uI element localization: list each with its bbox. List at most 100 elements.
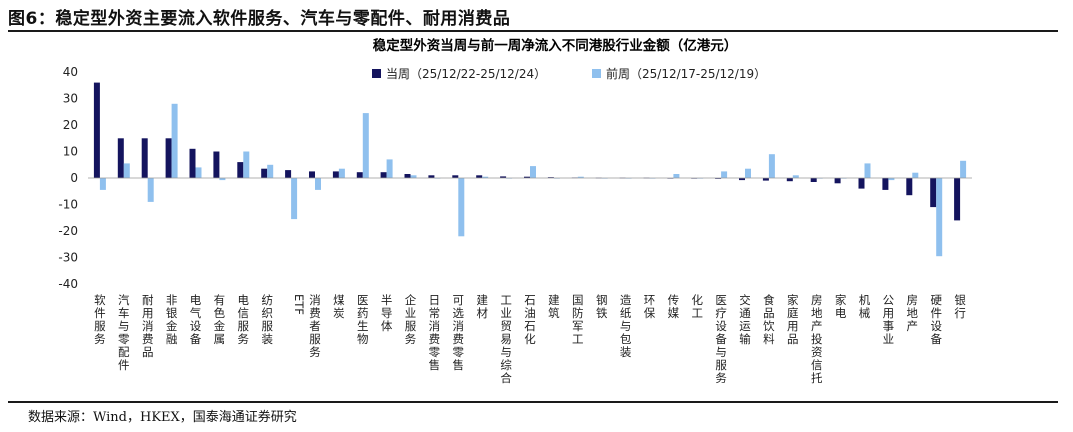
bar-current [332,171,339,178]
bar-current [237,162,244,178]
bar-current [858,178,865,189]
bar-previous [410,175,417,178]
legend-swatch-current [372,69,381,78]
bar-previous [530,166,536,178]
bar-current [476,175,483,178]
bar-current [834,178,841,184]
x-category-label: 化工 [691,293,703,320]
bar-current [882,178,889,190]
bar-current [285,170,292,178]
bar-current [93,82,100,178]
bar-previous [577,176,584,178]
bar-previous [888,178,895,181]
x-category-label: 医疗设备与服务 [715,293,727,385]
x-category-label: 可选消费零售 [453,293,465,372]
bar-current [189,148,196,178]
bar-current [356,172,363,178]
bar-previous [123,163,130,178]
bar-previous [243,151,250,178]
bar-previous [147,178,154,202]
bar-previous [673,174,680,178]
bar-previous [195,167,202,178]
bar-current [500,176,507,178]
y-tick-label: 20 [63,118,78,132]
chart-title: 稳定型外资当周与前一周净流入不同港股行业金额（亿港元） [373,37,738,54]
x-category-label: 消费者服务 [309,293,321,359]
x-category-label: 医药生物 [357,293,369,346]
bar-current [739,178,745,181]
bar-current [786,178,793,182]
x-category-label: 有色金属 [214,293,226,346]
x-category-label: 传媒 [668,293,680,320]
x-category-label: 软件服务 [94,293,106,346]
source-note: 数据来源：Wind，HKEX，国泰海通证券研究 [28,410,297,425]
bar-current [954,178,961,221]
y-tick-label: -10 [58,198,78,212]
y-tick-label: -40 [58,277,78,291]
x-category-label: 电气设备 [190,293,202,346]
bar-current [309,171,315,178]
bar-previous [482,176,489,178]
legend-label-previous: 前周（25/12/17-25/12/19） [606,66,766,81]
bar-previous [745,168,751,178]
bar-previous [936,178,943,257]
bar-previous [458,178,465,237]
bar-previous [99,178,106,190]
x-category-label: 耐用消费品 [142,293,154,359]
y-tick-label: 40 [63,65,78,79]
bar-previous [864,163,871,178]
bar-previous [267,164,274,179]
bar-previous [912,172,919,178]
x-category-label: 食品饮料 [763,293,775,346]
bar-previous [960,160,967,178]
x-category-label: 环保 [644,293,656,320]
x-category-label: 日常消费零售 [429,293,441,372]
legend-swatch-previous [592,69,601,78]
bar-current [930,178,937,208]
x-category-label: 国防军工 [572,293,584,346]
y-tick-label: 0 [70,171,78,185]
y-tick-label: 30 [63,92,78,106]
figure-title: 图6：稳定型外资主要流入软件服务、汽车与零配件、耐用消费品 [8,9,511,29]
bar-previous [362,113,369,178]
legend-label-current: 当周（25/12/22-25/12/24） [386,67,546,81]
bar-current [906,178,913,196]
x-category-label: 企业服务 [405,293,417,346]
x-category-label: ETF [292,294,306,315]
bar-current [404,174,411,178]
x-category-label: 建筑 [548,293,560,320]
y-tick-label: 10 [63,145,78,159]
y-tick-label: -30 [58,251,78,265]
x-category-label: 电信服务 [238,293,250,346]
x-category-label: 造纸与包装 [620,293,632,359]
bar-previous [792,175,799,178]
bar-previous [768,154,775,178]
x-category-label: 银行 [954,293,966,320]
bar-current [452,175,459,178]
bar-previous [386,159,393,178]
title-rule [8,30,1058,32]
x-category-label: 硬件设备 [930,293,942,346]
bar-previous [315,178,321,190]
x-category-label: 房地产 [907,293,919,333]
x-category-label: 机械 [859,293,871,320]
bar-current [380,172,387,178]
x-category-label: 公用事业 [883,293,895,346]
bar-current [117,138,124,179]
y-tick-label: -20 [58,224,78,238]
source-rule [8,401,1058,403]
bar-previous [291,178,298,220]
x-category-label: 工业贸易与综合 [500,293,512,385]
x-category-label: 汽车与零配件 [118,293,130,372]
x-category-label: 房地产投资信托 [811,293,823,385]
y-axis: 40 30 20 10 0 -10 -20 -30 -40 [58,65,78,291]
x-category-label: 纺织服装 [261,293,273,346]
bar-current [165,138,172,179]
bars [93,82,967,257]
bar-current [428,175,435,178]
bar-current [261,168,268,178]
bar-chart: 稳定型外资当周与前一周净流入不同港股行业金额（亿港元） 当周（25/12/22-… [58,37,972,385]
bar-previous [171,103,178,178]
legend: 当周（25/12/22-25/12/24） 前周（25/12/17-25/12/… [372,66,766,81]
